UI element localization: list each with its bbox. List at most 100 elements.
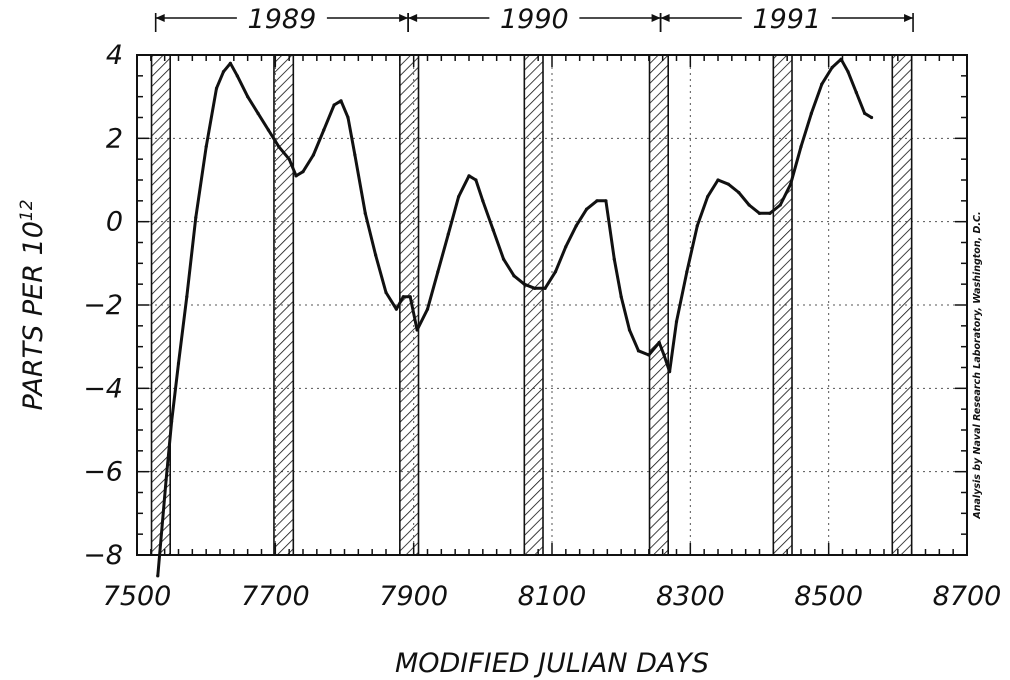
y-tick-label: −4: [83, 373, 123, 404]
data-point: [737, 190, 741, 195]
data-series: [156, 57, 874, 578]
x-tick-label: 7500: [103, 581, 172, 612]
y-tick-label: 4: [106, 40, 123, 71]
data-point: [854, 90, 858, 95]
data-point: [408, 295, 412, 299]
data-point: [839, 57, 843, 61]
data-point: [363, 211, 367, 215]
data-point: [674, 320, 679, 324]
data-point: [481, 199, 485, 203]
shaded-band: [523, 54, 544, 556]
data-point: [667, 370, 672, 374]
shaded-band: [399, 54, 420, 556]
y-tick-label: 2: [106, 123, 123, 154]
data-point: [185, 295, 189, 299]
data-point: [457, 195, 461, 199]
data-point: [491, 228, 495, 232]
series-line: [156, 57, 873, 576]
shaded-band: [772, 54, 793, 556]
x-tick-label: 8300: [656, 581, 725, 612]
data-point: [474, 178, 478, 182]
data-point: [830, 65, 834, 70]
data-point: [176, 361, 181, 365]
data-point: [228, 61, 232, 65]
data-point: [553, 270, 558, 274]
x-tick-label: 8500: [794, 581, 863, 612]
data-point: [584, 207, 589, 211]
x-tick-label: 8700: [933, 581, 1002, 612]
x-tick-label: 8100: [518, 581, 587, 612]
data-point: [339, 99, 343, 103]
data-point: [394, 307, 398, 311]
data-point: [809, 111, 813, 115]
data-point: [612, 257, 616, 261]
year-bracket-arrow: [399, 14, 409, 22]
data-point: [246, 95, 250, 99]
year-bracket: 1989: [154, 4, 409, 35]
data-point: [778, 203, 782, 207]
year-bracket-arrow: [904, 14, 914, 22]
data-point: [446, 232, 450, 236]
data-point: [277, 145, 281, 149]
data-point: [662, 353, 666, 357]
credit-annotation: Analysis by Naval Research Laboratory, W…: [972, 211, 983, 519]
y-tick-label: 0: [106, 207, 123, 238]
data-point: [647, 353, 651, 357]
data-point: [287, 157, 291, 161]
data-point: [512, 274, 516, 278]
data-point: [322, 128, 326, 132]
data-point: [467, 174, 471, 178]
data-point: [695, 224, 699, 228]
data-point: [533, 286, 537, 290]
year-bracket-arrow: [660, 14, 670, 22]
data-point: [604, 199, 608, 203]
y-axis-title: PARTS PER 1012: [17, 199, 49, 410]
data-point: [384, 290, 388, 295]
data-point: [757, 211, 762, 215]
data-point: [747, 203, 751, 207]
data-point: [311, 153, 315, 157]
data-point: [204, 145, 208, 149]
axis-ticks: [136, 54, 968, 556]
data-point: [164, 478, 168, 482]
data-point: [869, 115, 874, 120]
y-axis-title-base: PARTS PER 10: [18, 221, 49, 410]
data-point: [194, 215, 198, 220]
year-bracket-arrow: [651, 14, 661, 22]
data-point: [685, 270, 689, 274]
data-point: [863, 111, 867, 115]
data-point: [301, 170, 305, 174]
data-point: [501, 257, 506, 261]
data-point: [716, 178, 720, 182]
data-point: [353, 153, 357, 157]
data-point: [256, 111, 260, 115]
data-point: [789, 182, 793, 186]
year-bracket-arrow: [408, 14, 418, 22]
data-point: [374, 253, 378, 257]
shaded-band: [273, 54, 295, 556]
y-tick-label: −8: [83, 540, 123, 571]
data-point: [820, 82, 824, 86]
data-point: [595, 199, 599, 203]
data-point: [619, 295, 623, 299]
data-point: [846, 70, 850, 74]
data-point: [564, 245, 568, 249]
data-point: [436, 270, 440, 274]
year-brackets: 1989 1990 1991: [154, 4, 914, 35]
data-point: [706, 195, 710, 199]
grid: [137, 55, 967, 555]
x-tick-label: 7700: [241, 581, 310, 612]
data-point: [574, 224, 578, 228]
data-point: [169, 420, 174, 424]
year-bracket-arrow: [155, 14, 165, 22]
y-tick-label: −6: [83, 457, 123, 488]
y-tick-label: −2: [83, 290, 123, 321]
x-axis-title: MODIFIED JULIAN DAYS: [395, 648, 709, 679]
data-point: [332, 103, 336, 107]
data-point: [221, 70, 226, 74]
data-point: [294, 174, 298, 178]
year-bracket: 1991: [659, 4, 914, 35]
data-point: [415, 328, 419, 332]
x-tick-label: 7900: [379, 581, 448, 612]
